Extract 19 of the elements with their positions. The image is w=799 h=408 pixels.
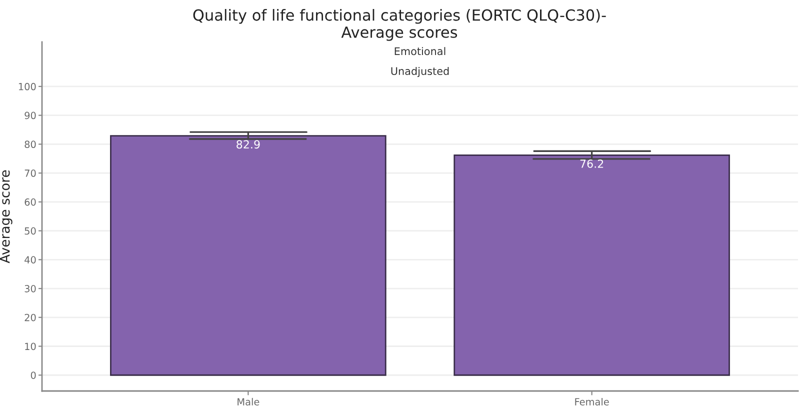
y-tick-label: 60 [24,198,36,206]
y-tick-label: 10 [25,342,36,350]
chart-title: Quality of life functional categories (EORTC QLQ-C30)- Average scores [193,9,606,41]
y-tick-label: 20 [24,314,36,322]
y-tick-label: 80 [24,140,36,148]
annotation: Unadjusted [391,66,449,78]
x-tick-label: Male [238,398,260,406]
y-tick-label: 0 [30,372,36,379]
y-tick-label: 50 [24,227,36,235]
y-tick-label: 70 [24,170,36,177]
y-tick-label: 30 [24,285,36,292]
y-tick-label: 90 [24,112,36,120]
data-label: 82.9 [236,140,260,149]
y-tick-label: 100 [18,82,36,90]
chart-subtitle: Emotional [394,47,446,56]
x-tick-label: Female [575,398,609,406]
y-tick-label: 40 [24,256,36,264]
y-axis-title: Average score [0,170,12,264]
data-label: 76.2 [580,160,604,168]
